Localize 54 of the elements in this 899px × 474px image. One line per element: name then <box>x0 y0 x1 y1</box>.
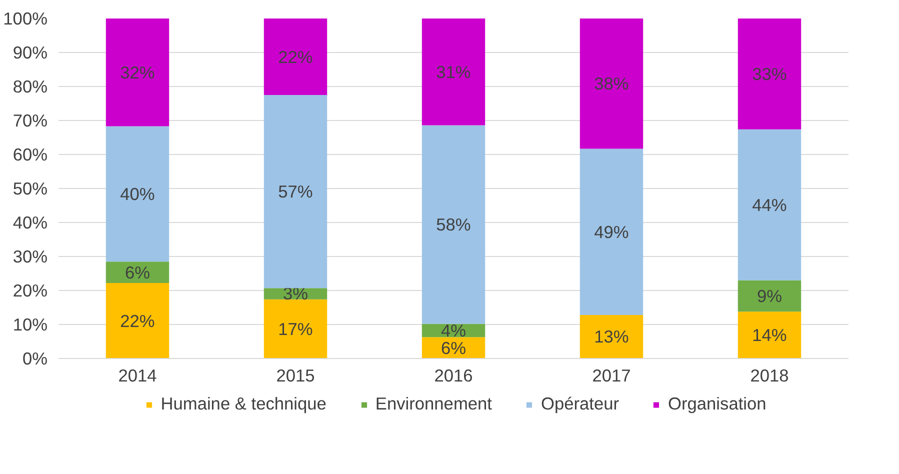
y-tick-label: 100% <box>3 8 48 28</box>
y-tick-label: 80% <box>12 76 48 96</box>
data-label: 49% <box>594 222 629 242</box>
legend-label: Humaine & technique <box>160 394 326 414</box>
bar <box>422 18 486 126</box>
data-label: 22% <box>120 310 155 331</box>
x-tick-label: 2017 <box>592 366 631 386</box>
x-tick-label: 2016 <box>434 366 473 386</box>
y-tick-label: 40% <box>12 212 48 232</box>
bar <box>580 148 644 315</box>
bar <box>106 283 170 358</box>
legend-label: Opérateur <box>540 394 620 414</box>
x-tick-label: 2018 <box>750 366 789 386</box>
data-label: 3% <box>282 284 308 304</box>
data-label: 32% <box>120 62 155 82</box>
data-label: 58% <box>436 214 471 235</box>
bar <box>738 129 802 280</box>
data-label: 6% <box>440 338 466 358</box>
data-label: 14% <box>752 325 787 346</box>
data-label: 38% <box>594 74 629 94</box>
y-tick-label: 90% <box>12 42 48 62</box>
legend-label: Organisation <box>668 394 766 414</box>
bar <box>738 280 802 312</box>
bar <box>580 314 644 358</box>
data-label: 40% <box>120 184 155 204</box>
y-tick-label: 50% <box>12 178 48 198</box>
data-label: 31% <box>436 62 471 82</box>
data-label: 33% <box>752 64 787 84</box>
bar <box>264 95 328 288</box>
y-tick-label: 70% <box>12 110 48 130</box>
bar <box>422 125 486 324</box>
x-tick-label: 2015 <box>276 366 315 386</box>
bar <box>264 299 328 358</box>
legend-label: Environnement <box>375 394 492 414</box>
bar <box>264 18 328 95</box>
y-tick-label: 10% <box>12 314 48 334</box>
bar <box>106 18 170 126</box>
bar <box>580 18 644 149</box>
bar <box>738 312 802 358</box>
bar <box>106 126 170 262</box>
data-label: 4% <box>440 320 466 340</box>
y-tick-label: 30% <box>12 246 48 266</box>
bar <box>738 18 802 130</box>
data-label: 17% <box>278 318 313 339</box>
data-label: 22% <box>278 46 313 67</box>
y-tick-label: 0% <box>22 348 48 368</box>
data-label: 44% <box>752 194 787 215</box>
data-label: 6% <box>124 262 150 282</box>
data-label: 9% <box>756 286 782 306</box>
y-tick-label: 20% <box>12 280 48 300</box>
data-label: 57% <box>278 182 313 202</box>
x-tick-label: 2014 <box>118 366 158 386</box>
y-tick-label: 60% <box>12 144 48 164</box>
data-label: 13% <box>594 326 629 347</box>
